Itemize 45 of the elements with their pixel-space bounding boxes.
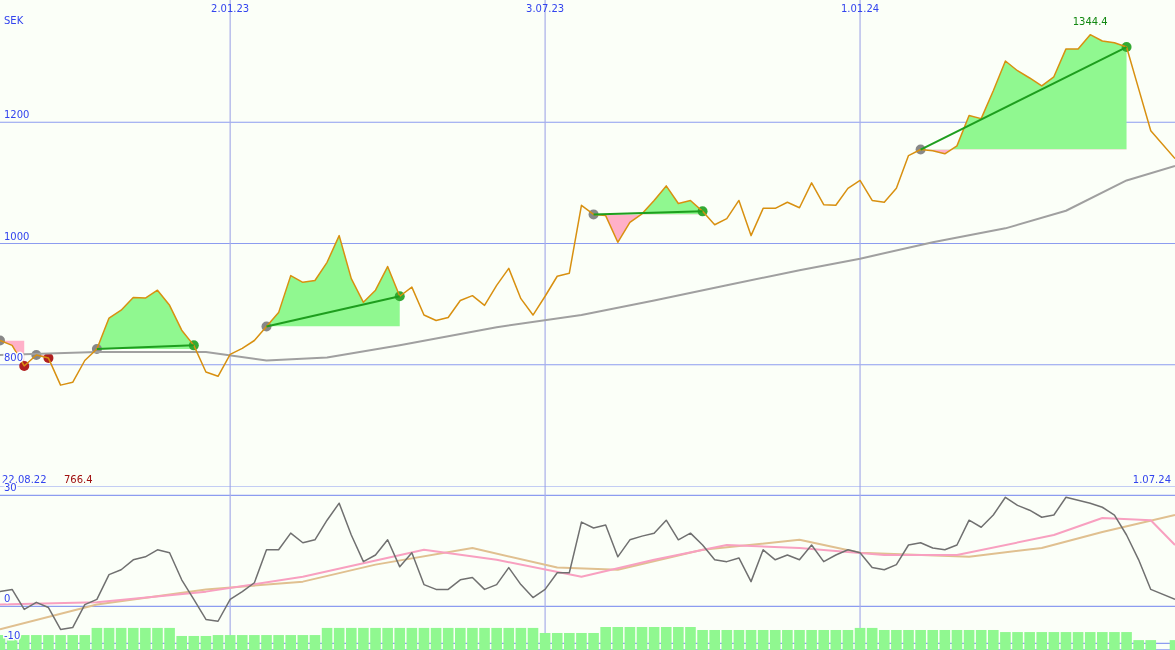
bar — [539, 632, 551, 650]
bar — [297, 635, 309, 650]
bar — [200, 635, 212, 650]
bar — [91, 627, 103, 650]
bar — [430, 627, 442, 650]
bar — [212, 635, 224, 650]
bar — [636, 627, 648, 650]
bar — [188, 635, 200, 650]
bar — [406, 627, 418, 650]
annotation: 1.07.24 — [1132, 474, 1171, 485]
bar — [321, 627, 333, 650]
bar — [648, 627, 660, 650]
bar — [757, 629, 769, 650]
y-tick-label: -10 — [4, 630, 21, 642]
y-tick-label: 1000 — [4, 230, 30, 242]
y-tick-label: 1200 — [4, 109, 30, 121]
bar — [951, 629, 963, 650]
bar — [418, 627, 430, 650]
y-axis-title: SEK — [4, 15, 24, 26]
annotation: 1344.4 — [1072, 15, 1108, 27]
bar — [309, 635, 321, 650]
bar — [1048, 632, 1060, 650]
annotation: 766.4 — [64, 474, 93, 485]
y-tick-label: 0 — [4, 593, 11, 605]
bar — [854, 627, 866, 650]
x-tick-label: 1.01.24 — [840, 3, 880, 14]
bar — [939, 629, 951, 650]
bar — [963, 629, 975, 650]
x-tick-label: 2.01.23 — [211, 3, 250, 14]
bar — [115, 627, 127, 650]
bar — [527, 627, 539, 650]
bar — [830, 629, 842, 650]
bar — [975, 629, 987, 650]
bar — [103, 627, 115, 650]
bar — [333, 627, 345, 650]
bar — [866, 627, 878, 650]
bar — [745, 629, 757, 650]
bar — [733, 629, 745, 650]
x-tick-label: 3.07.23 — [526, 3, 565, 14]
bar — [515, 627, 527, 650]
bar — [1072, 632, 1084, 650]
bar — [842, 629, 854, 650]
bar — [624, 627, 636, 650]
bar — [1060, 632, 1072, 650]
bar — [224, 635, 236, 650]
